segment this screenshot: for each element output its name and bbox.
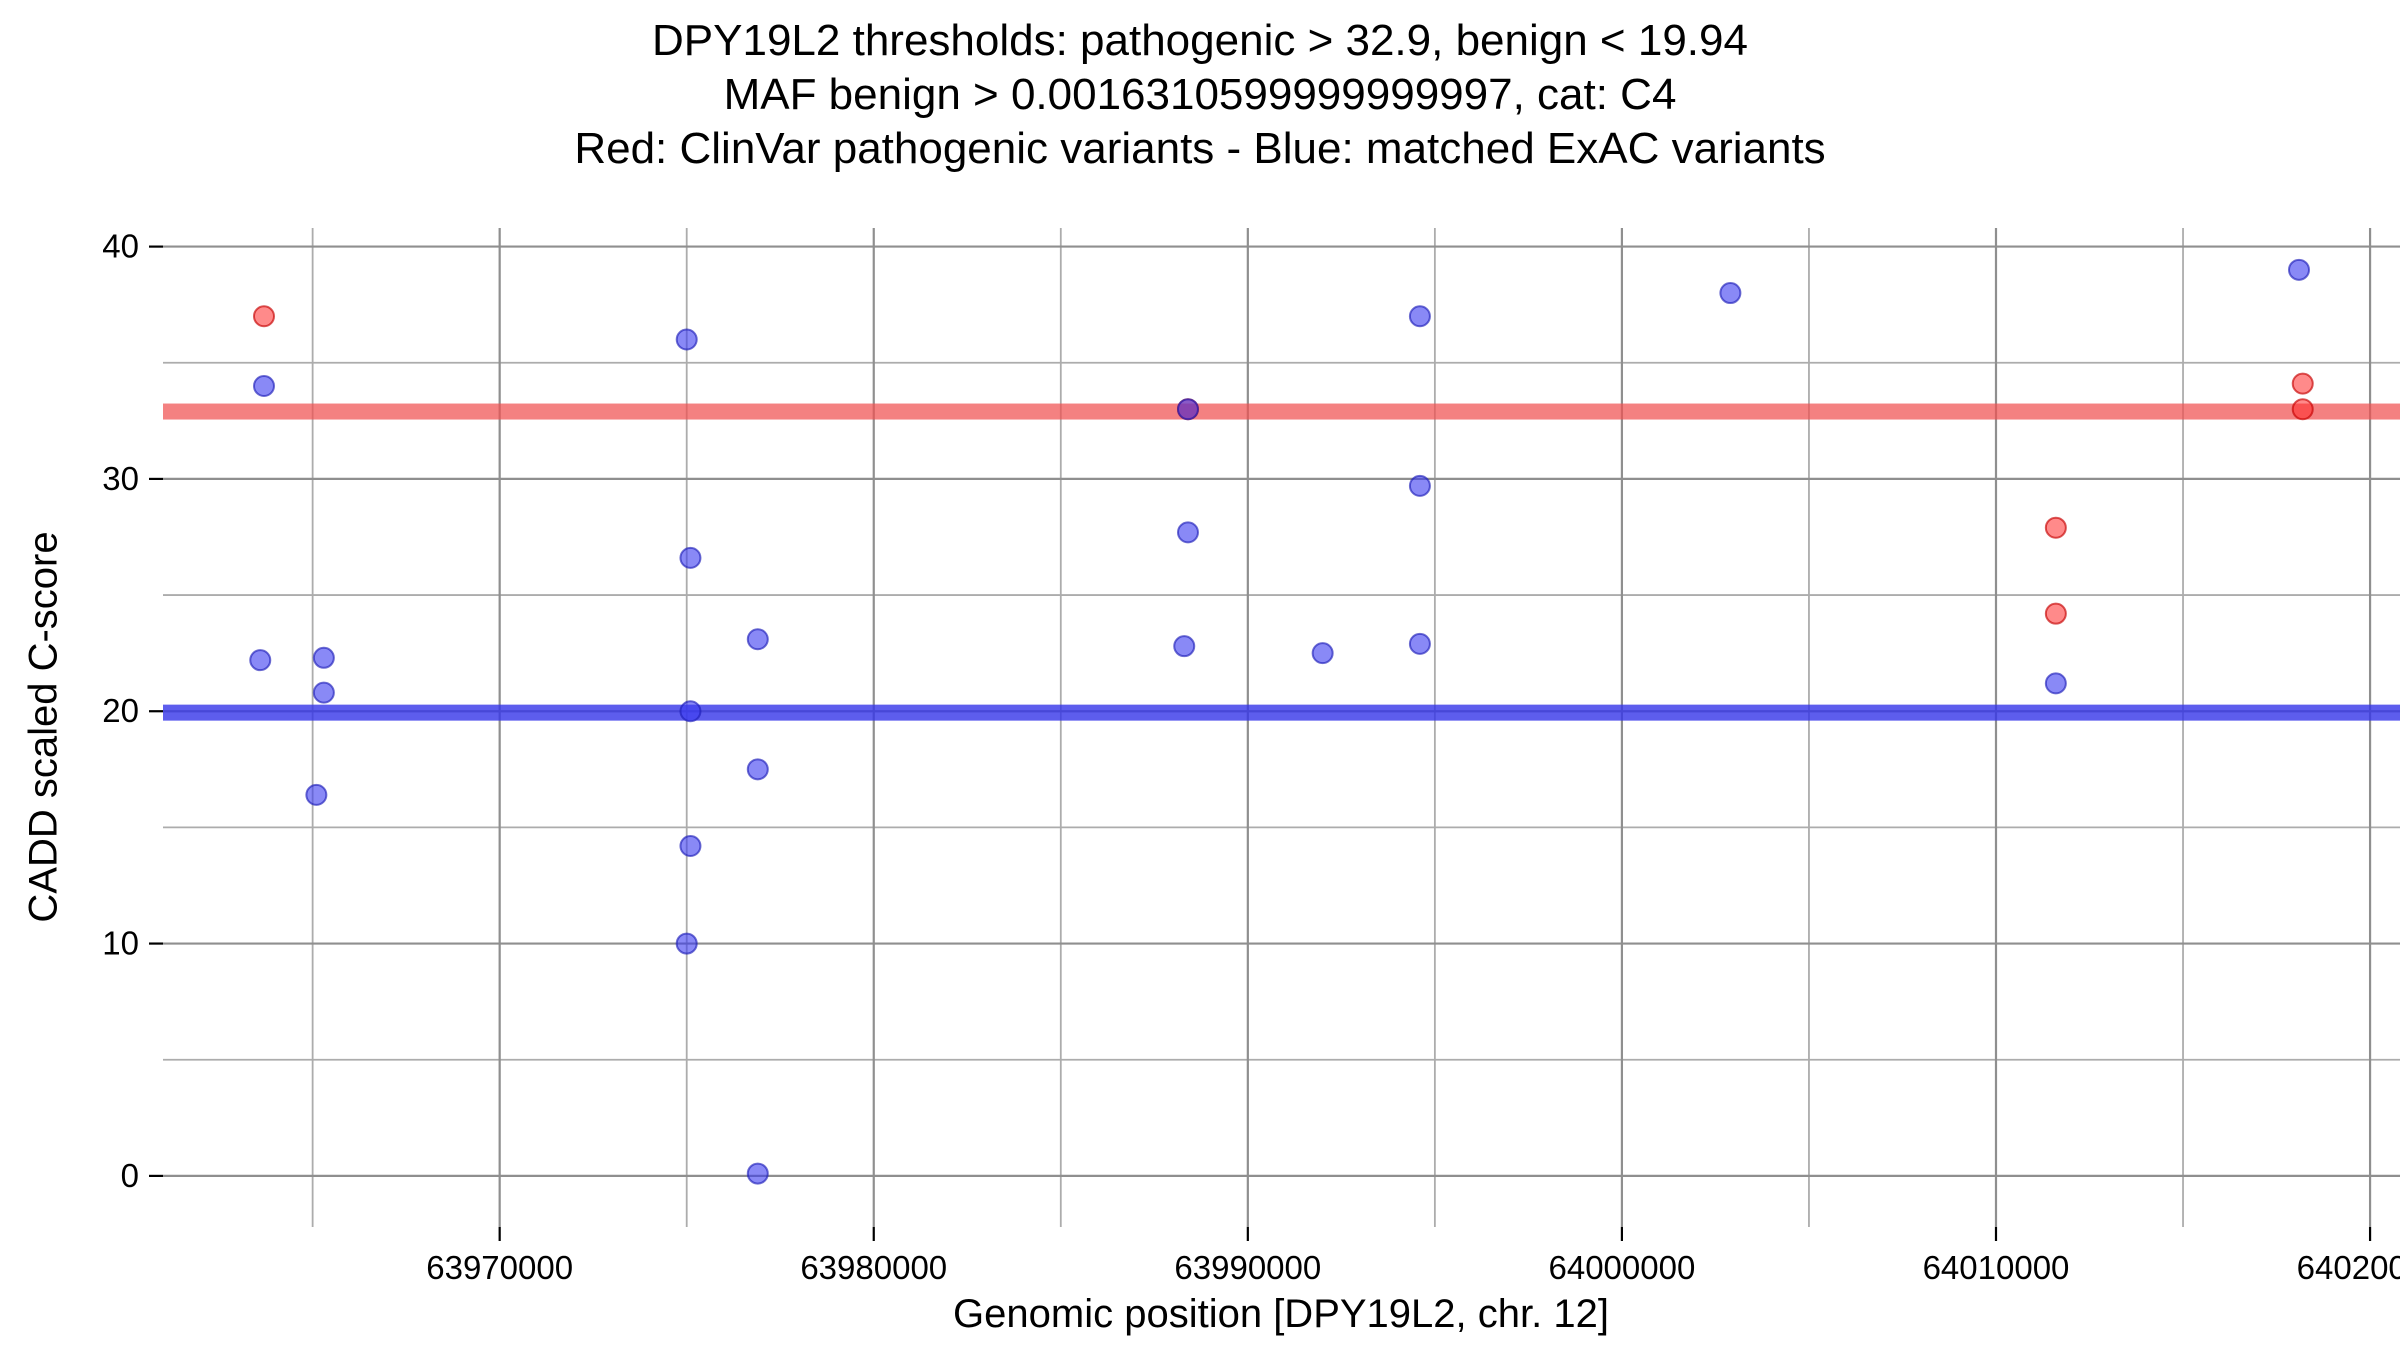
exac-variant-point xyxy=(1173,635,1196,658)
exac-variant-point xyxy=(2287,258,2310,281)
exac-variant-point xyxy=(312,681,335,704)
exac-variant-point xyxy=(746,1162,769,1185)
exac-variant-point xyxy=(1408,474,1431,497)
clinvar-pathogenic-point xyxy=(2291,372,2314,395)
plot-title: DPY19L2 thresholds: pathogenic > 32.9, b… xyxy=(0,14,2400,176)
y-tick-label: 10 xyxy=(102,925,139,962)
clinvar-pathogenic-point xyxy=(2291,398,2314,421)
exac-variant-point xyxy=(1176,521,1199,544)
exac-variant-point xyxy=(253,374,276,397)
clinvar-pathogenic-point xyxy=(2044,516,2067,539)
exac-variant-point xyxy=(1408,632,1431,655)
exac-variant-point xyxy=(1719,282,1742,305)
exac-variant-point xyxy=(249,649,272,672)
x-tick-label: 63990000 xyxy=(1174,1249,1321,1286)
exac-variant-point xyxy=(746,758,769,781)
exac-variant-point xyxy=(1408,305,1431,328)
x-tick-label: 64020000 xyxy=(2297,1249,2400,1286)
x-tick-label: 63980000 xyxy=(800,1249,947,1286)
benign-threshold-band xyxy=(163,704,2400,721)
exac-variant-point xyxy=(675,328,698,351)
pathogenic-threshold-band xyxy=(163,403,2400,420)
exac-variant-point xyxy=(2044,672,2067,695)
y-axis-title: CADD scaled C-score xyxy=(21,531,66,923)
exac-variant-point xyxy=(675,932,698,955)
x-tick-label: 64010000 xyxy=(1923,1249,2070,1286)
x-axis-title: Genomic position [DPY19L2, chr. 12] xyxy=(953,1292,1609,1336)
y-tick-label: 40 xyxy=(102,228,139,265)
exac-variant-point xyxy=(679,700,702,723)
exac-variant-point xyxy=(1176,398,1199,421)
clinvar-pathogenic-point xyxy=(253,305,276,328)
exac-variant-point xyxy=(312,646,335,669)
exac-variant-point xyxy=(305,783,328,806)
clinvar-pathogenic-point xyxy=(2044,602,2067,625)
y-tick-label: 0 xyxy=(121,1157,139,1194)
exac-variant-point xyxy=(679,546,702,569)
exac-variant-point xyxy=(1311,642,1334,665)
x-tick-label: 64000000 xyxy=(1548,1249,1695,1286)
plot-title-line-3: Red: ClinVar pathogenic variants - Blue:… xyxy=(574,124,1826,173)
x-tick-label: 63970000 xyxy=(426,1249,573,1286)
exac-variant-point xyxy=(679,834,702,857)
plot-title-line-2: MAF benign > 0.0016310599999999997, cat:… xyxy=(723,70,1677,119)
y-tick-label: 30 xyxy=(102,460,139,497)
exac-variant-point xyxy=(746,628,769,651)
y-tick-label: 20 xyxy=(102,692,139,729)
plot-title-line-1: DPY19L2 thresholds: pathogenic > 32.9, b… xyxy=(652,16,1748,65)
